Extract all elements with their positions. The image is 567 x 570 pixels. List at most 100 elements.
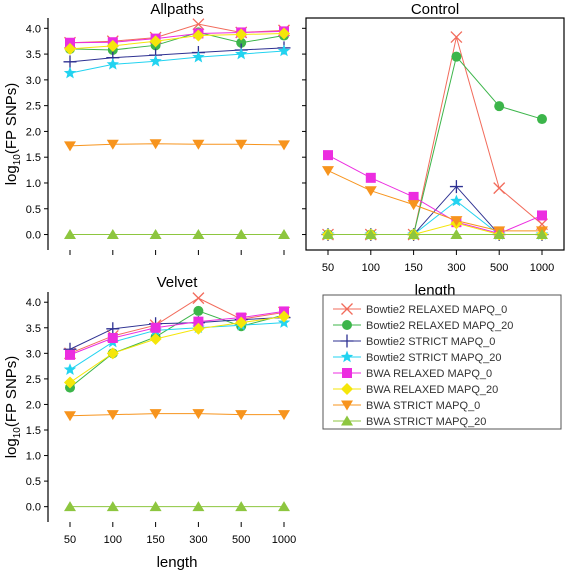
legend: Bowtie2 RELAXED MAPQ_0 Bowtie2 RELAXED MA… <box>322 294 562 430</box>
data-point-bwa-strict-mapq-20 <box>235 229 248 240</box>
legend-label: BWA STRICT MAPQ_20 <box>366 416 486 428</box>
data-point-bwa-relaxed-mapq-20 <box>192 322 205 335</box>
x-tick-label: 50 <box>322 262 334 274</box>
data-point-bwa-relaxed-mapq-0 <box>323 150 333 161</box>
data-point-bwa-strict-mapq-0 <box>106 139 119 150</box>
data-point-bowtie2-relaxed-mapq-20 <box>537 114 547 125</box>
data-point-bwa-strict-mapq-0 <box>64 411 76 422</box>
y-tick-label: 0.5 <box>26 476 41 488</box>
data-point-bwa-strict-mapq-0 <box>235 410 248 421</box>
series-line-bowtie2-strict-mapq-0 <box>328 185 542 236</box>
x-tick-label: 500 <box>232 534 250 546</box>
y-tick-label: 2.0 <box>26 399 41 411</box>
legend-marker-bwa-relaxed-mapq-20 <box>341 383 353 395</box>
y-tick-label: 2.5 <box>26 101 41 113</box>
legend-marker-bowtie2-strict-mapq-20 <box>340 350 354 363</box>
data-point-bwa-strict-mapq-20 <box>278 229 290 240</box>
data-point-bwa-relaxed-mapq-20 <box>106 347 119 360</box>
y-tick-label: 1.5 <box>26 152 41 164</box>
data-point-bwa-strict-mapq-20 <box>364 229 377 240</box>
series-line-bowtie2-relaxed-mapq-0 <box>69 297 285 354</box>
data-point-bwa-relaxed-mapq-20 <box>106 39 119 52</box>
x-tick-label: 1000 <box>530 262 554 274</box>
y-tick-label: 4.0 <box>26 23 41 35</box>
legend-box <box>322 294 562 430</box>
data-point-bowtie2-strict-mapq-0 <box>449 180 463 194</box>
series-line-bwa-relaxed-mapq-20 <box>69 32 285 50</box>
series-line-bowtie2-relaxed-mapq-0 <box>328 36 543 236</box>
data-point-bwa-strict-mapq-20 <box>278 501 290 512</box>
y-tick-label: 2.5 <box>26 374 41 386</box>
data-point-bwa-relaxed-mapq-20 <box>149 333 162 346</box>
data-point-bwa-strict-mapq-20 <box>64 501 76 512</box>
legend-label: Bowtie2 STRICT MAPQ_0 <box>366 336 495 348</box>
x-tick-label: 300 <box>447 262 465 274</box>
data-point-bwa-strict-mapq-20 <box>407 229 420 240</box>
panel-allpaths: Allpaths 0.0 0.5 1.0 1.5 2.0 2.5 3.0 3.5 4.0 log10… <box>3 1 291 255</box>
data-point-bwa-strict-mapq-20 <box>235 501 248 512</box>
series-line-bwa-relaxed-mapq-20 <box>69 316 285 383</box>
data-point-bowtie2-relaxed-mapq-20 <box>451 51 462 62</box>
legend-label: BWA RELAXED MAPQ_0 <box>366 368 492 380</box>
data-point-bwa-strict-mapq-0 <box>450 216 463 227</box>
data-point-bwa-relaxed-mapq-0 <box>150 322 161 333</box>
data-point-bwa-strict-mapq-20 <box>450 229 463 240</box>
x-tick-label: 300 <box>189 534 207 546</box>
legend-marker-bwa-relaxed-mapq-0 <box>342 368 352 378</box>
data-point-bwa-strict-mapq-0 <box>364 186 377 197</box>
data-point-bwa-relaxed-mapq-0 <box>365 172 376 183</box>
y-tick-label: 2.0 <box>26 126 41 138</box>
data-point-bwa-strict-mapq-20 <box>493 229 506 240</box>
legend-marker-bowtie2-relaxed-mapq-20 <box>342 320 352 330</box>
x-tick-label: 500 <box>490 262 508 274</box>
data-point-bwa-strict-mapq-0 <box>407 200 420 211</box>
data-point-bowtie2-relaxed-mapq-0 <box>450 31 463 44</box>
legend-label: Bowtie2 RELAXED MAPQ_20 <box>366 320 513 332</box>
data-point-bowtie2-strict-mapq-20 <box>192 50 205 63</box>
data-point-bwa-strict-mapq-20 <box>192 229 205 240</box>
legend-marker-bowtie2-relaxed-mapq-0 <box>341 303 353 315</box>
data-point-bwa-strict-mapq-0 <box>278 140 290 151</box>
y-tick-label: 4.0 <box>26 297 41 309</box>
legend-marker-bwa-strict-mapq-0 <box>341 400 353 411</box>
data-point-bowtie2-strict-mapq-0 <box>63 55 77 69</box>
data-point-bwa-strict-mapq-20 <box>106 229 119 240</box>
data-point-bowtie2-relaxed-mapq-0 <box>192 18 205 31</box>
data-point-bwa-relaxed-mapq-0 <box>537 210 547 221</box>
data-point-bwa-strict-mapq-20 <box>192 501 205 512</box>
data-point-bwa-relaxed-mapq-20 <box>278 310 290 323</box>
y-tick-label: 0.0 <box>26 502 41 514</box>
series-line-bowtie2-strict-mapq-0 <box>69 47 285 63</box>
x-tick-label: 150 <box>146 534 164 546</box>
data-point-bwa-relaxed-mapq-20 <box>64 42 76 55</box>
data-point-bwa-relaxed-mapq-0 <box>65 37 75 48</box>
panel-title: Control <box>411 1 459 18</box>
y-tick-label: 1.0 <box>26 178 41 190</box>
y-tick-label: 1.0 <box>26 451 41 463</box>
data-point-bwa-relaxed-mapq-20 <box>278 27 290 40</box>
data-point-bwa-relaxed-mapq-20 <box>192 29 205 42</box>
data-point-bwa-relaxed-mapq-20 <box>235 28 248 41</box>
panel-title: Allpaths <box>150 1 203 18</box>
data-point-bwa-relaxed-mapq-0 <box>193 316 204 327</box>
y-tick-label: 3.5 <box>26 323 41 335</box>
panel-title: Velvet <box>157 274 199 291</box>
data-point-bwa-relaxed-mapq-20 <box>235 316 248 329</box>
series-line-bwa-relaxed-mapq-0 <box>327 154 543 235</box>
data-point-bowtie2-strict-mapq-20 <box>106 57 119 70</box>
data-point-bwa-strict-mapq-20 <box>149 501 162 512</box>
y-tick-label: 3.5 <box>26 49 41 61</box>
data-point-bowtie2-strict-mapq-20 <box>149 54 162 67</box>
data-point-bwa-relaxed-mapq-0 <box>65 349 75 360</box>
legend-marker-bowtie2-strict-mapq-0 <box>340 334 354 348</box>
data-point-bowtie2-relaxed-mapq-20 <box>494 101 505 112</box>
data-point-bwa-strict-mapq-20 <box>149 229 162 240</box>
data-point-bowtie2-strict-mapq-20 <box>235 47 248 60</box>
series-line-bowtie2-relaxed-mapq-0 <box>69 23 285 44</box>
plot-frame <box>305 17 565 251</box>
series-line-bwa-strict-mapq-0 <box>327 170 542 232</box>
x-tick-label: 100 <box>362 262 380 274</box>
data-point-bowtie2-strict-mapq-20 <box>63 66 77 79</box>
